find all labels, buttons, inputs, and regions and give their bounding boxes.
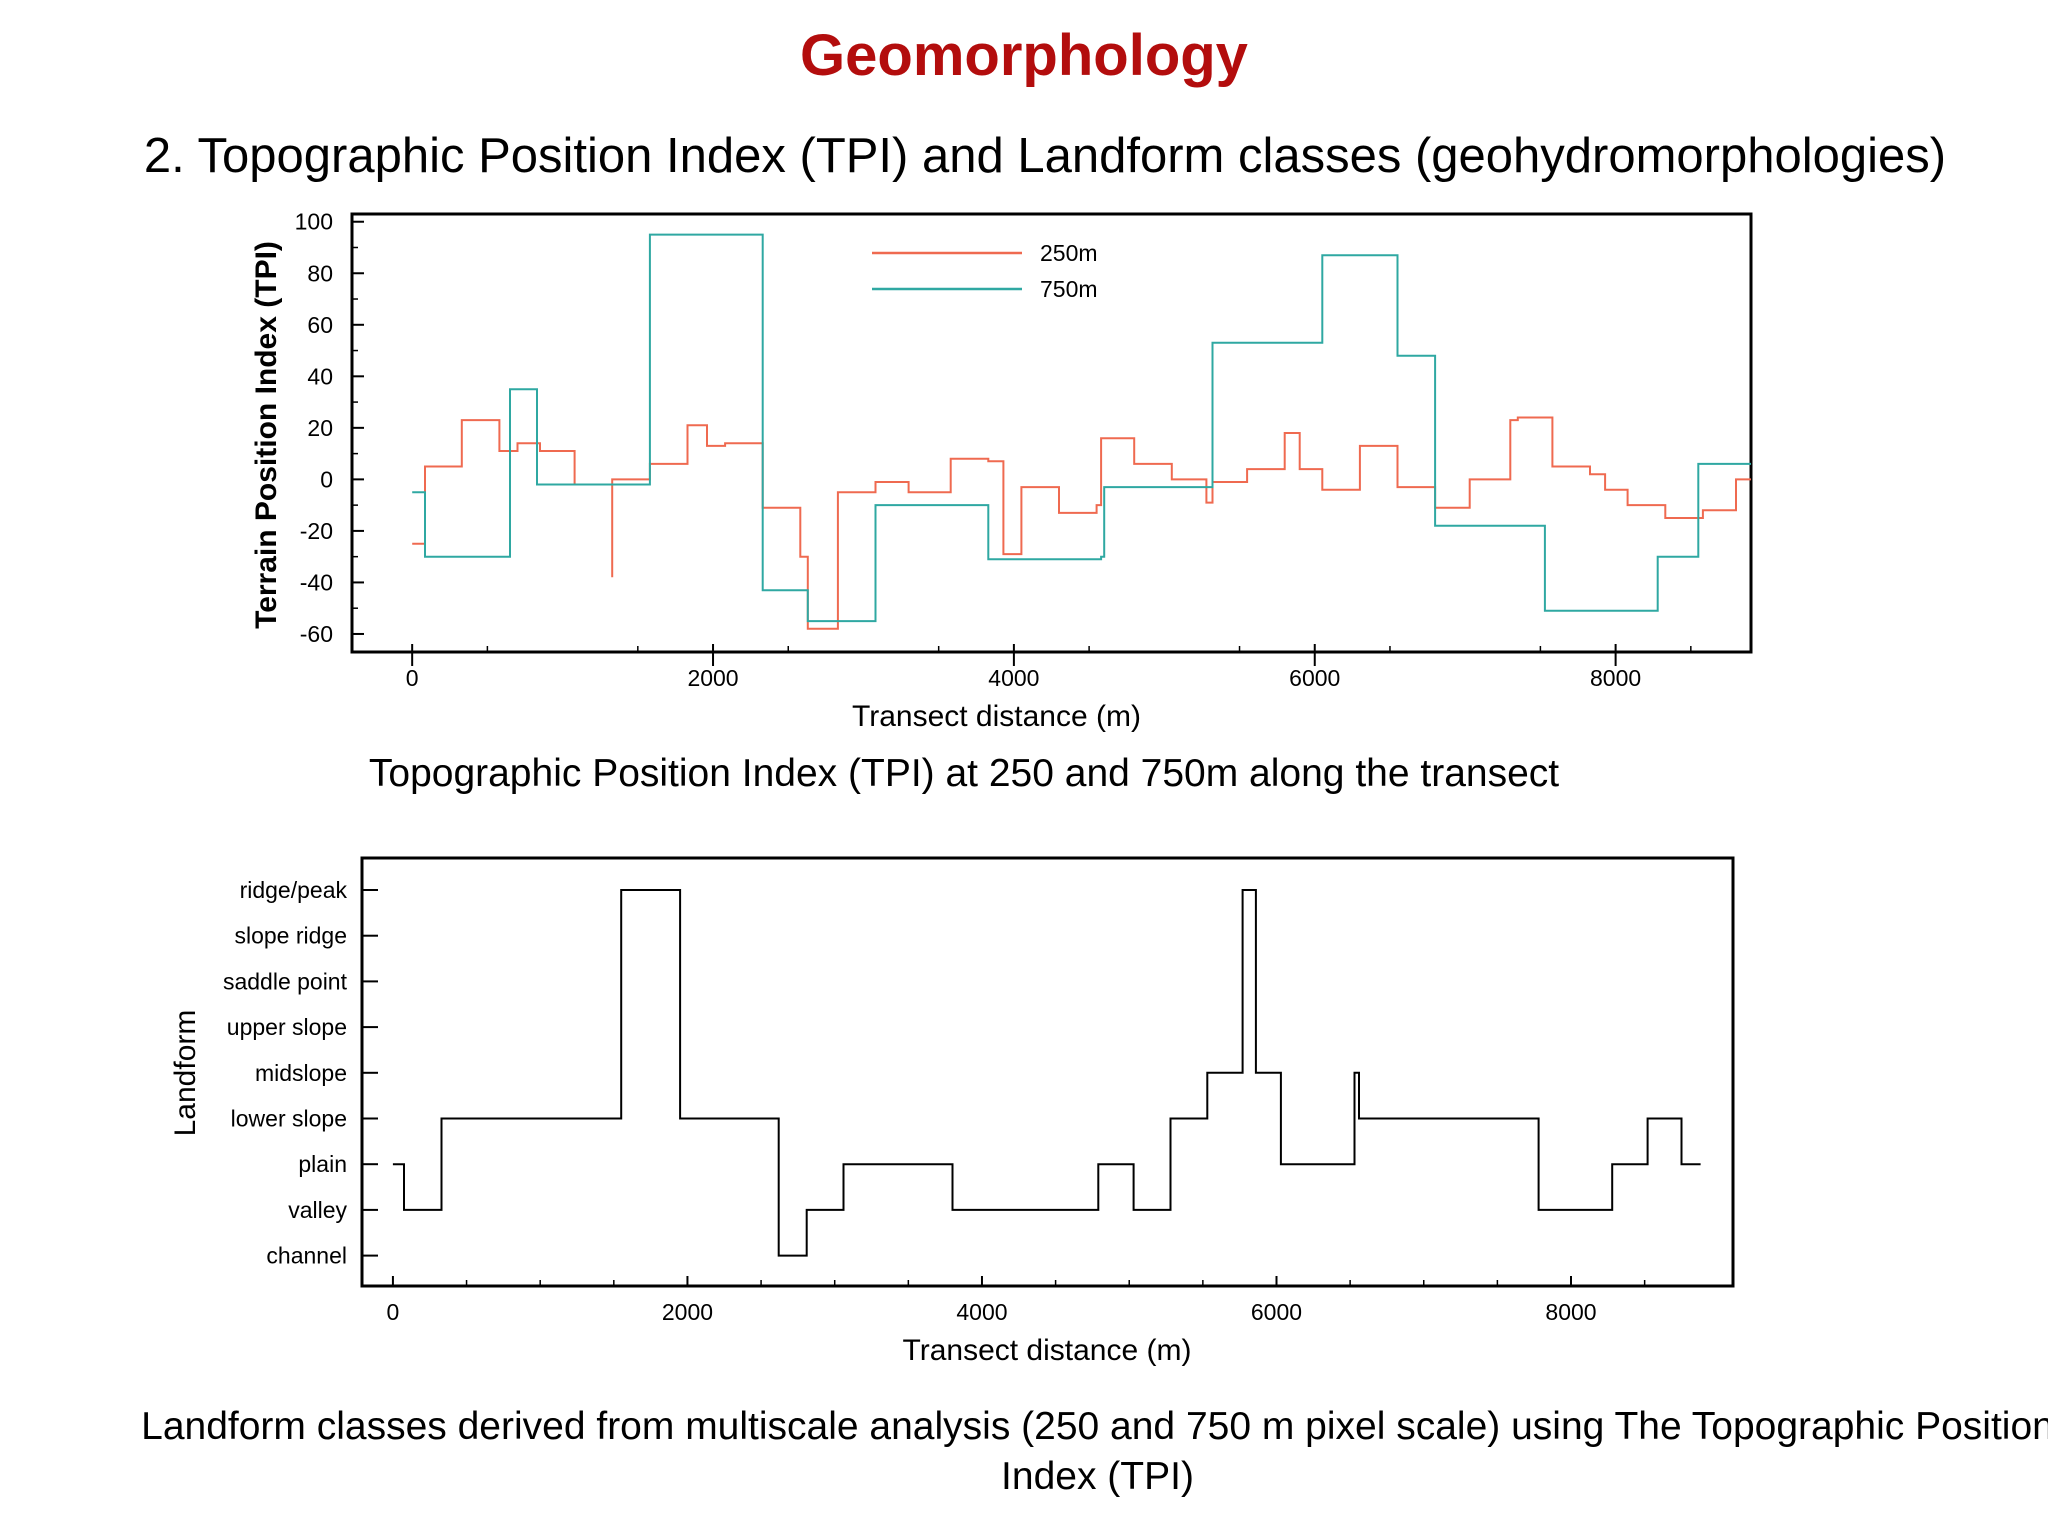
tpi-y-tick-label: -20 [300,518,333,544]
tpi-x-tick-label: 4000 [988,665,1039,691]
landform-y-axis-label: Landform [169,1010,202,1137]
landform-category-label: midslope [255,1060,347,1086]
landform-x-tick-label: 8000 [1545,1299,1596,1325]
tpi-x-tick-label: 0 [406,665,419,691]
legend-label-250m: 250m [1040,240,1098,266]
landform-category-label: ridge/peak [240,877,348,903]
tpi-plot-frame [350,212,1753,654]
landform-x-tick-label: 2000 [662,1299,713,1325]
landform-category-label: channel [266,1243,347,1269]
landform-chart-caption: Landform classes derived from multiscale… [141,1405,2048,1498]
tpi-series-750m [412,233,1751,623]
landform-category-label: plain [298,1151,347,1177]
tpi-x-axis-label: Transect distance (m) [852,700,1141,733]
tpi-y-tick-label: -60 [300,621,333,647]
slide-title: Geomorphology [800,23,1248,88]
landform-x-axis-label: Transect distance (m) [903,1334,1192,1367]
slide-subtitle: 2. Topographic Position Index (TPI) and … [143,129,1947,183]
tpi-x-tick-label: 8000 [1590,665,1641,691]
tpi-y-axis-label: Terrain Position Index (TPI) [250,241,283,629]
tpi-y-tick-label: 0 [320,466,333,492]
tpi-y-tick-label: -40 [300,569,333,595]
tpi-series-250m [412,416,1751,630]
tpi-x-tick-label: 2000 [687,665,738,691]
tpi-chart-caption: Topographic Position Index (TPI) at 250 … [368,752,1560,795]
landform-category-label: lower slope [231,1106,347,1132]
landform-x-tick-label: 4000 [956,1299,1007,1325]
landform-category-label: saddle point [223,968,348,994]
landform-series-line [392,889,1701,1257]
landform-x-tick-label: 6000 [1251,1299,1302,1325]
tpi-y-tick-label: 40 [307,363,333,389]
tpi-y-tick-label: 60 [307,312,333,338]
legend-label-750m: 750m [1040,276,1098,302]
landform-category-label: slope ridge [234,923,347,949]
landform-plot-frame [360,856,1735,1288]
landform-category-label: upper slope [227,1014,347,1040]
tpi-y-tick-label: 100 [295,209,333,235]
landform-category-label: valley [288,1197,347,1223]
tpi-y-tick-label: 20 [307,415,333,441]
landform-x-tick-label: 0 [387,1299,400,1325]
tpi-y-tick-label: 80 [307,260,333,286]
tpi-x-tick-label: 6000 [1289,665,1340,691]
